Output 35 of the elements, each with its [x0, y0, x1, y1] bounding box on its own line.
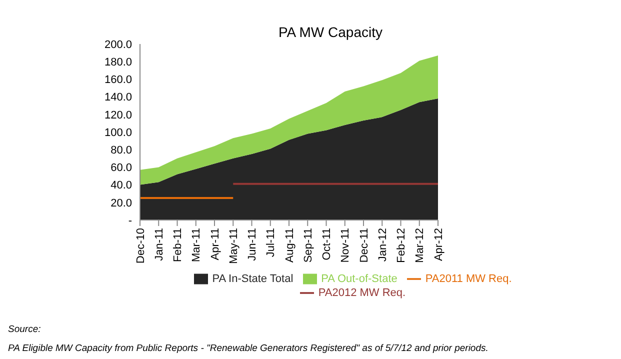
source-note: Source: [8, 324, 42, 335]
x-tick-label: Jun-11 [246, 228, 259, 261]
x-tick-label: Apr-11 [209, 228, 222, 260]
y-tick-label: 40.0 [110, 180, 132, 192]
y-tick-label: 180.0 [104, 56, 132, 69]
x-tick-label: Jul-11 [265, 228, 278, 258]
x-tick-label: Mar-12 [414, 228, 426, 263]
x-tick-label: Dec-10 [134, 228, 147, 264]
legend-label: PA2012 MW Req. [318, 286, 406, 299]
x-tick-label: Feb-11 [172, 228, 184, 262]
x-tick-label: Aug-11 [284, 228, 296, 263]
x-tick-label: Dec-11 [358, 228, 370, 263]
x-tick-label: Apr-12 [432, 228, 445, 262]
x-tick-label: Jan-11 [153, 228, 166, 261]
x-tick-label: Sep-11 [302, 228, 314, 263]
y-tick-label: 160.0 [104, 74, 132, 86]
y-tick-label: 200.0 [104, 38, 132, 51]
y-tick-label: 60.0 [110, 162, 132, 174]
y-tick-label: 20.0 [110, 197, 132, 210]
legend-label: PA In-State Total [212, 272, 294, 285]
y-tick-label: - [128, 214, 132, 227]
x-tick-label: Mar-11 [190, 228, 203, 262]
y-tick-label: 80.0 [110, 144, 132, 157]
x-tick-label: Oct-11 [321, 228, 334, 260]
y-tick-label: 100.0 [104, 126, 132, 139]
y-tick-label: 120.0 [104, 109, 132, 122]
text: PA Eligible MW Capacity from Public Reports - "Renewable Generators Registered" as of 5/7/12 and prior periods. [8, 343, 490, 354]
legend-label: PA2011 MW Req. [425, 272, 512, 285]
chart-title: PA MW Capacity [278, 24, 384, 40]
legend-label: PA Out-of-State [321, 272, 398, 285]
x-tick-label: May-11 [228, 228, 240, 264]
x-tick-label: Nov-11 [340, 228, 352, 263]
y-tick-label: 140.0 [104, 92, 132, 104]
x-tick-label: Jan-12 [376, 228, 389, 262]
x-tick-label: Feb-12 [396, 228, 408, 263]
